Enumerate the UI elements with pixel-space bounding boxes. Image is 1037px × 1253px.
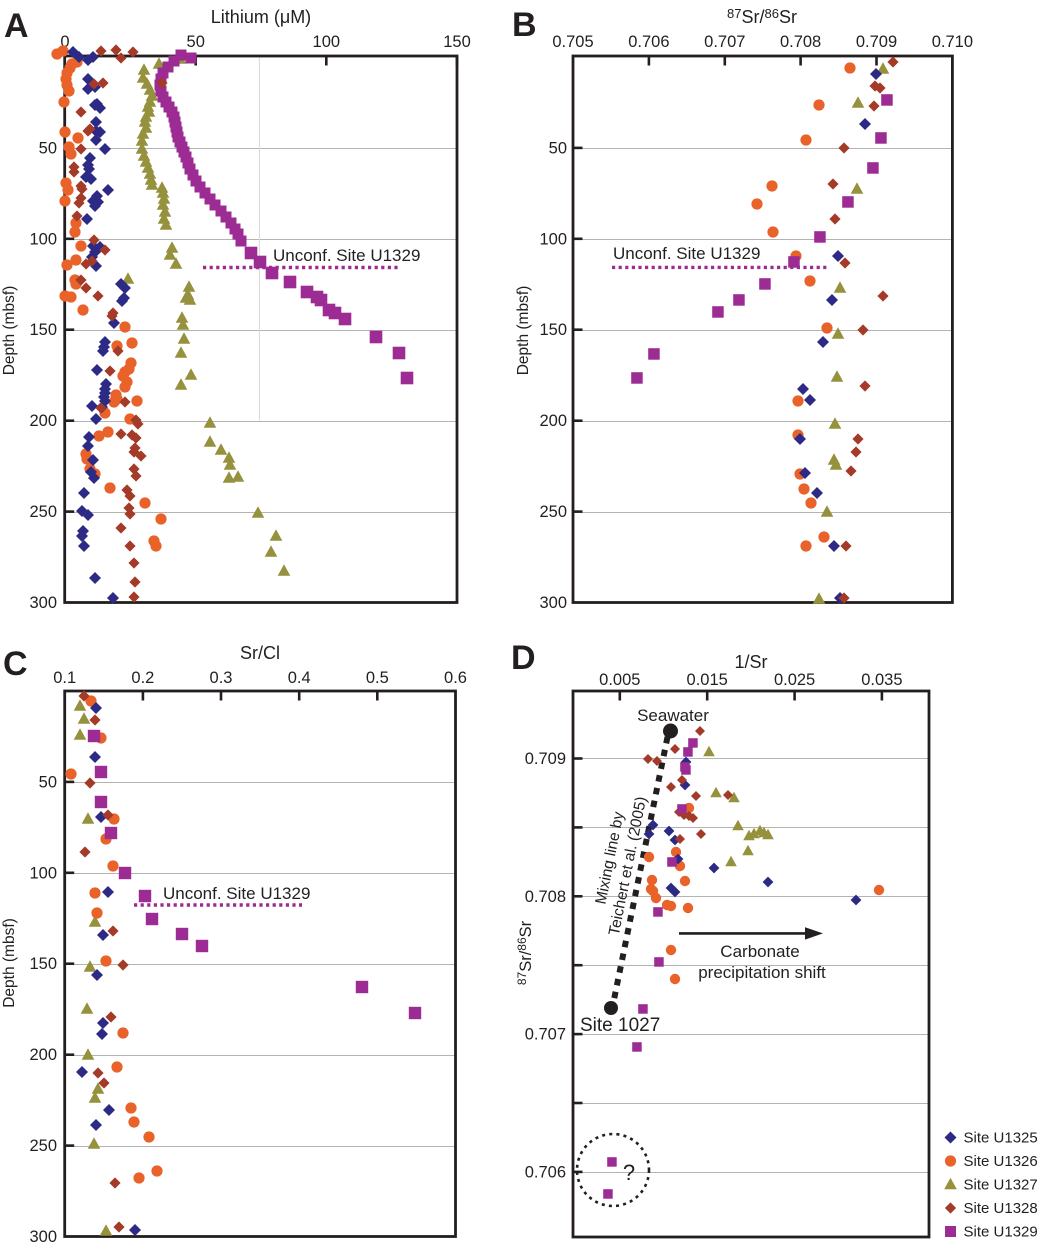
- svg-text:A: A: [4, 7, 29, 45]
- svg-text:0.2: 0.2: [131, 669, 154, 687]
- svg-text:0.709: 0.709: [856, 33, 897, 51]
- svg-text:87Sr/86Sr: 87Sr/86Sr: [727, 6, 797, 27]
- svg-text:0.025: 0.025: [774, 671, 815, 689]
- svg-text:0.015: 0.015: [687, 671, 728, 689]
- svg-text:200: 200: [539, 412, 567, 430]
- svg-text:200: 200: [29, 1046, 57, 1064]
- svg-text:Unconf. Site U1329: Unconf. Site U1329: [613, 244, 760, 263]
- svg-text:Unconf. Site U1329: Unconf. Site U1329: [273, 246, 420, 265]
- svg-text:0.706: 0.706: [525, 1163, 566, 1181]
- svg-text:0.1: 0.1: [53, 669, 76, 687]
- svg-text:50: 50: [39, 139, 57, 157]
- svg-text:100: 100: [29, 230, 57, 248]
- svg-text:0.708: 0.708: [525, 888, 566, 906]
- svg-text:0.035: 0.035: [861, 671, 902, 689]
- svg-text:0.708: 0.708: [780, 33, 821, 51]
- svg-text:50: 50: [549, 139, 567, 157]
- svg-text:100: 100: [29, 864, 57, 882]
- svg-text:0.707: 0.707: [525, 1026, 566, 1044]
- svg-text:50: 50: [187, 33, 205, 51]
- svg-text:0.005: 0.005: [599, 671, 640, 689]
- svg-text:Site U1325: Site U1325: [964, 1130, 1037, 1147]
- svg-text:0.6: 0.6: [444, 669, 467, 687]
- svg-text:precipitation shift: precipitation shift: [698, 963, 826, 982]
- svg-text:150: 150: [29, 955, 57, 973]
- svg-text:250: 250: [29, 503, 57, 521]
- svg-text:150: 150: [29, 321, 57, 339]
- svg-text:Site U1326: Site U1326: [964, 1153, 1037, 1170]
- svg-text:300: 300: [539, 594, 567, 612]
- svg-text:0.4: 0.4: [288, 669, 311, 687]
- svg-text:Depth (mbsf): Depth (mbsf): [1, 286, 18, 376]
- svg-text:?: ?: [623, 1160, 635, 1185]
- svg-text:0: 0: [60, 33, 69, 51]
- svg-text:0.710: 0.710: [932, 33, 973, 51]
- svg-text:150: 150: [539, 321, 567, 339]
- svg-text:Site U1328: Site U1328: [964, 1200, 1037, 1217]
- svg-text:Site U1329: Site U1329: [964, 1224, 1037, 1241]
- svg-text:Depth (mbsf): Depth (mbsf): [515, 286, 532, 376]
- svg-text:0.5: 0.5: [366, 669, 389, 687]
- svg-text:87Sr/86Sr: 87Sr/86Sr: [515, 920, 535, 985]
- svg-text:0.707: 0.707: [704, 33, 745, 51]
- svg-text:Carbonate: Carbonate: [720, 942, 799, 961]
- svg-text:Seawater: Seawater: [637, 706, 709, 725]
- svg-text:100: 100: [539, 230, 567, 248]
- svg-text:0.3: 0.3: [210, 669, 233, 687]
- svg-text:0.705: 0.705: [552, 33, 593, 51]
- svg-text:250: 250: [29, 1137, 57, 1155]
- svg-text:200: 200: [29, 412, 57, 430]
- svg-text:0.709: 0.709: [525, 750, 566, 768]
- svg-text:Unconf. Site U1329: Unconf. Site U1329: [163, 884, 310, 903]
- svg-text:1/Sr: 1/Sr: [734, 652, 767, 672]
- svg-text:D: D: [511, 639, 536, 677]
- svg-text:Sr/Cl: Sr/Cl: [240, 643, 280, 663]
- svg-text:Depth (mbsf): Depth (mbsf): [1, 918, 18, 1008]
- svg-text:C: C: [3, 645, 28, 683]
- svg-text:Site U1327: Site U1327: [964, 1177, 1037, 1194]
- svg-text:B: B: [512, 6, 537, 44]
- svg-text:Site 1027: Site 1027: [580, 1015, 660, 1036]
- svg-text:250: 250: [539, 503, 567, 521]
- svg-text:50: 50: [39, 773, 57, 791]
- svg-text:100: 100: [313, 33, 341, 51]
- svg-text:0.706: 0.706: [628, 33, 669, 51]
- svg-text:Lithium (μM): Lithium (μM): [211, 7, 311, 27]
- svg-text:150: 150: [443, 33, 471, 51]
- svg-text:300: 300: [29, 1228, 57, 1246]
- svg-text:300: 300: [29, 594, 57, 612]
